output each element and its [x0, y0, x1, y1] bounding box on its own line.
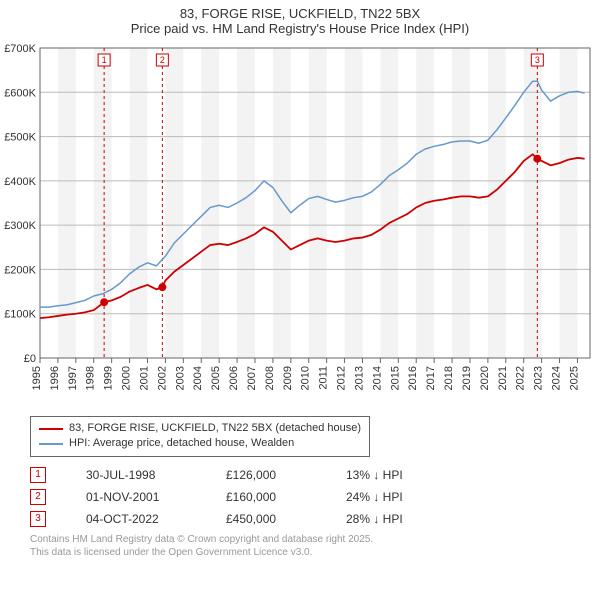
sales-delta: 28% ↓ HPI: [346, 512, 436, 526]
svg-text:2006: 2006: [228, 366, 240, 390]
legend-row: 83, FORGE RISE, UCKFIELD, TN22 5BX (deta…: [39, 421, 361, 436]
sales-row: 2 01-NOV-2001 £160,000 24% ↓ HPI: [30, 489, 600, 505]
svg-text:2004: 2004: [192, 366, 204, 390]
svg-text:2012: 2012: [336, 366, 348, 390]
title-line-2: Price paid vs. HM Land Registry's House …: [0, 21, 600, 36]
svg-text:2014: 2014: [371, 366, 383, 390]
attribution-block: Contains HM Land Registry data © Crown c…: [30, 533, 600, 559]
legend-box: 83, FORGE RISE, UCKFIELD, TN22 5BX (deta…: [30, 416, 370, 457]
svg-text:2020: 2020: [479, 366, 491, 390]
sales-date: 30-JUL-1998: [86, 468, 186, 482]
svg-text:£400K: £400K: [4, 176, 36, 188]
svg-text:£100K: £100K: [4, 309, 36, 321]
svg-text:1995: 1995: [31, 366, 43, 390]
legend-row: HPI: Average price, detached house, Weal…: [39, 436, 361, 451]
svg-text:£200K: £200K: [4, 264, 36, 276]
svg-text:2011: 2011: [318, 366, 330, 390]
svg-text:2013: 2013: [353, 366, 365, 390]
svg-text:2010: 2010: [300, 366, 312, 390]
legend-label: HPI: Average price, detached house, Weal…: [69, 436, 294, 451]
svg-text:2008: 2008: [264, 366, 276, 390]
svg-text:2002: 2002: [156, 366, 168, 390]
svg-text:2021: 2021: [497, 366, 509, 390]
attribution-line-2: This data is licensed under the Open Gov…: [30, 546, 600, 559]
svg-text:2024: 2024: [551, 366, 563, 390]
plot-area: £0 £100K £200K £300K £400K £500K £600K £700K 199…: [0, 38, 600, 408]
svg-text:2009: 2009: [282, 366, 294, 390]
chart-container: 83, FORGE RISE, UCKFIELD, TN22 5BX Price…: [0, 0, 600, 559]
svg-text:2005: 2005: [210, 366, 222, 390]
legend-swatch: [39, 428, 63, 430]
sales-marker: 1: [30, 467, 46, 483]
sales-row: 3 04-OCT-2022 £450,000 28% ↓ HPI: [30, 511, 600, 527]
sales-delta: 13% ↓ HPI: [346, 468, 436, 482]
legend-swatch: [39, 443, 63, 445]
sales-price: £160,000: [226, 490, 306, 504]
svg-text:2007: 2007: [246, 366, 258, 390]
svg-text:2022: 2022: [515, 366, 527, 390]
svg-text:£0: £0: [24, 353, 36, 365]
chart-svg: £0 £100K £200K £300K £400K £500K £600K £700K 199…: [0, 38, 600, 408]
svg-text:2023: 2023: [533, 366, 545, 390]
sales-table: 1 30-JUL-1998 £126,000 13% ↓ HPI 2 01-NOV-200…: [30, 467, 600, 527]
svg-text:2: 2: [160, 55, 165, 65]
svg-text:2025: 2025: [568, 366, 580, 390]
svg-text:3: 3: [535, 55, 540, 65]
svg-text:£600K: £600K: [4, 87, 36, 99]
svg-text:£300K: £300K: [4, 220, 36, 232]
sales-row: 1 30-JUL-1998 £126,000 13% ↓ HPI: [30, 467, 600, 483]
svg-text:1999: 1999: [103, 366, 115, 390]
sales-marker: 2: [30, 489, 46, 505]
sales-marker: 3: [30, 511, 46, 527]
svg-text:£700K: £700K: [4, 43, 36, 55]
title-line-1: 83, FORGE RISE, UCKFIELD, TN22 5BX: [0, 6, 600, 21]
title-block: 83, FORGE RISE, UCKFIELD, TN22 5BX Price…: [0, 0, 600, 38]
svg-text:2017: 2017: [425, 366, 437, 390]
attribution-line-1: Contains HM Land Registry data © Crown c…: [30, 533, 600, 546]
sales-price: £126,000: [226, 468, 306, 482]
svg-text:1998: 1998: [85, 366, 97, 390]
sales-delta: 24% ↓ HPI: [346, 490, 436, 504]
sales-date: 01-NOV-2001: [86, 490, 186, 504]
sales-date: 04-OCT-2022: [86, 512, 186, 526]
svg-text:2003: 2003: [174, 366, 186, 390]
svg-text:1996: 1996: [49, 366, 61, 390]
legend-label: 83, FORGE RISE, UCKFIELD, TN22 5BX (deta…: [69, 421, 361, 436]
sales-price: £450,000: [226, 512, 306, 526]
svg-text:2015: 2015: [389, 366, 401, 390]
svg-text:2018: 2018: [443, 366, 455, 390]
svg-text:£500K: £500K: [4, 132, 36, 144]
svg-text:1: 1: [102, 55, 107, 65]
svg-text:2016: 2016: [407, 366, 419, 390]
svg-text:2019: 2019: [461, 366, 473, 390]
svg-text:2001: 2001: [138, 366, 150, 390]
svg-text:1997: 1997: [67, 366, 79, 390]
svg-text:2000: 2000: [121, 366, 133, 390]
